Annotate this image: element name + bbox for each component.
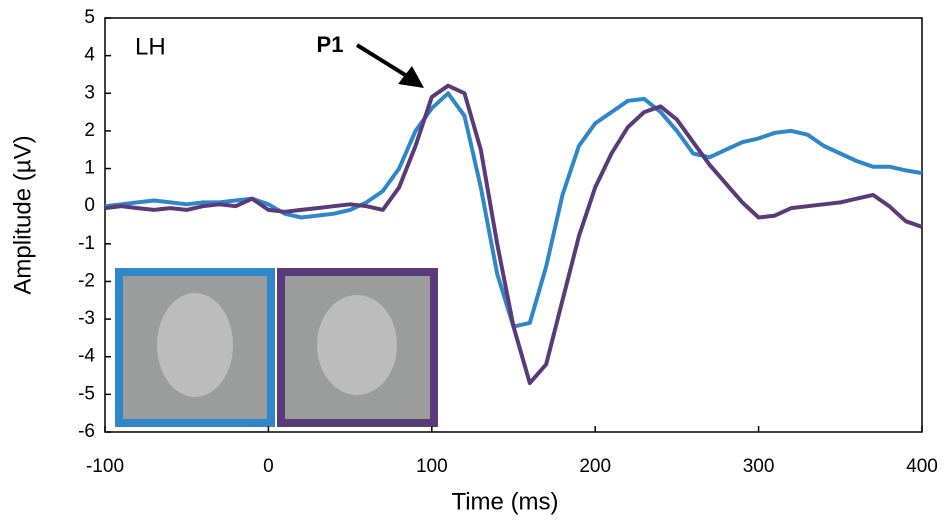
x-tick-label: 100 <box>416 456 448 477</box>
x-axis-label: Time (ms) <box>451 488 558 515</box>
arrow <box>355 43 412 80</box>
annotation: P1 <box>317 32 344 57</box>
y-tick-label: -6 <box>78 421 95 442</box>
y-axis-label: Amplitude (µV) <box>9 135 36 294</box>
y-tick-label: -4 <box>78 346 95 367</box>
y-tick-label: 5 <box>84 7 95 28</box>
y-tick-label: -1 <box>78 233 95 254</box>
y-tick-label: 1 <box>84 158 95 179</box>
arrow-head <box>398 66 424 88</box>
y-tick-label: -5 <box>78 383 95 404</box>
face-inset <box>115 268 438 427</box>
series-line <box>104 83 923 386</box>
y-tick-label: 3 <box>84 82 95 103</box>
annotation: LH <box>135 33 166 60</box>
x-tick-label: -100 <box>86 456 124 477</box>
y-tick-label: -2 <box>78 270 95 291</box>
y-tick-label: -3 <box>78 308 95 329</box>
x-tick-label: 400 <box>906 456 938 477</box>
x-tick-label: 0 <box>263 456 274 477</box>
y-tick-label: 2 <box>84 120 95 141</box>
x-tick-label: 300 <box>743 456 775 477</box>
y-tick-label: 0 <box>84 195 95 216</box>
y-tick-label: 4 <box>84 45 95 66</box>
x-tick-label: 200 <box>579 456 611 477</box>
